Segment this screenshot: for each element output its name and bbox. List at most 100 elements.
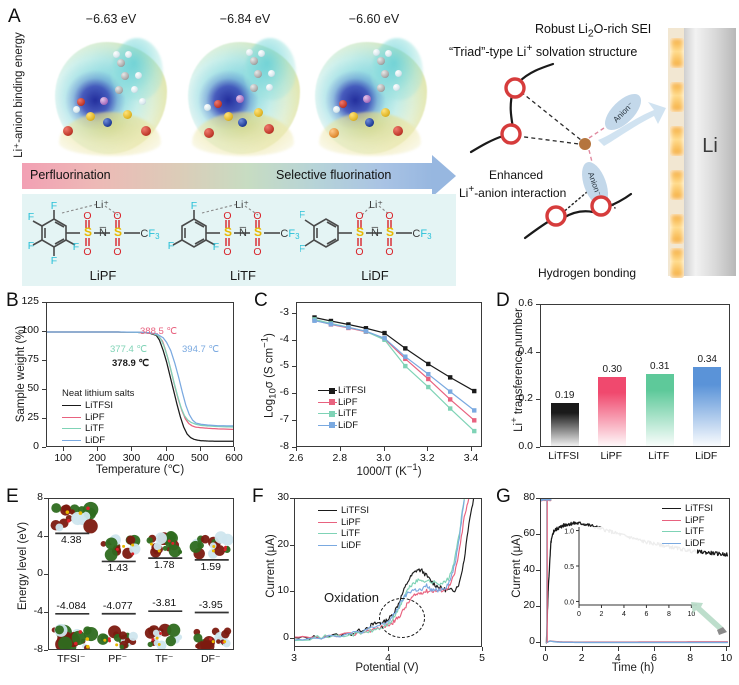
structure-litf: S S N̅ O O O O Li⁺ F F F CF3 — [168, 198, 318, 268]
axis-tick — [42, 360, 46, 361]
sei-block — [670, 126, 684, 156]
axis-tick — [42, 447, 46, 448]
structure-name-lidf: LiDF — [361, 268, 389, 283]
svg-text:2: 2 — [600, 611, 604, 618]
oxidation-circle — [379, 598, 425, 638]
axis-tick — [536, 569, 540, 571]
legend-label: LiTFSI — [85, 400, 113, 411]
panel-g: G Current (μA) Time (h) 0.0 0.5 1.0 0 2 4 6 8 10… — [492, 480, 739, 685]
legend-item: LiTFSI — [662, 504, 713, 514]
legend-label: LiPF — [341, 516, 361, 528]
bar — [693, 366, 722, 446]
axis-tick-label: 25 — [27, 411, 39, 423]
svg-text:F: F — [51, 255, 57, 267]
axis-tick — [296, 447, 297, 451]
legend-item: LiDF — [318, 420, 366, 431]
enhanced-label-line2: Li+-anion interaction — [459, 184, 567, 200]
axis-tick-label: 10 — [277, 584, 289, 597]
axis-tick — [383, 447, 385, 451]
axis-tick-label: 125 — [21, 295, 39, 307]
panel-g-plot: 0.0 0.5 1.0 0 2 4 6 8 10 — [540, 498, 730, 647]
svg-text:4: 4 — [622, 611, 626, 618]
triad-title: “Triad”-type Li+ solvation structure — [449, 43, 638, 60]
gradient-label-right: Selective fluorination — [276, 168, 392, 182]
axis-tick — [42, 302, 46, 303]
axis-tick — [292, 393, 296, 395]
axis-tick-label: -3.95 — [198, 598, 223, 611]
legend-item: LiDF — [662, 538, 713, 549]
legend-swatch — [318, 533, 337, 535]
axis-tick-label: 2.6 — [288, 452, 304, 464]
axis-tick — [471, 447, 473, 451]
axis-tick-label: -6 — [279, 386, 289, 399]
sei-block — [670, 82, 684, 112]
legend-item: LiDF — [62, 435, 134, 446]
axis-tick — [294, 647, 295, 651]
axis-tick-label: 8 — [687, 652, 694, 664]
legend-swatch — [62, 428, 81, 430]
legend-item: LiTFSI — [62, 401, 134, 411]
sei-title: Robust Li2O-rich SEI — [535, 22, 652, 40]
axis-tick-label: 1.78 — [154, 559, 175, 572]
svg-text:8: 8 — [667, 611, 671, 618]
axis-tick-label: 0 — [542, 652, 549, 664]
svg-text:O: O — [83, 246, 91, 258]
axis-tick — [617, 647, 619, 651]
bar-value-label: 0.31 — [650, 361, 670, 373]
panel-c-plot — [296, 302, 482, 447]
axis-tick-label: 400 — [156, 452, 175, 464]
svg-text:CF3: CF3 — [412, 228, 432, 241]
svg-text:Li⁺: Li⁺ — [95, 199, 109, 211]
svg-text:Li⁺: Li⁺ — [369, 199, 383, 211]
oxidation-label: Oxidation — [324, 590, 379, 605]
sei-block — [670, 170, 684, 200]
esp-map-lipf — [55, 38, 167, 156]
panel-b: B Sample weight (%) Temperature (℃) 100 2… — [0, 290, 246, 480]
axis-tick — [726, 647, 728, 651]
axis-tick — [536, 498, 540, 499]
bar — [598, 376, 627, 446]
axis-tick — [536, 605, 540, 607]
legend-label: LiTFSI — [685, 503, 713, 514]
axis-tick — [44, 612, 48, 613]
hbond-label: Hydrogen bonding — [538, 266, 637, 280]
axis-tick-label: 3.0 — [376, 452, 391, 464]
panel-b-xlabel: Temperature (℃) — [95, 464, 185, 476]
svg-text:N̅: N̅ — [239, 227, 247, 239]
axis-tick-label: 300 — [122, 452, 141, 464]
svg-text:0: 0 — [577, 611, 581, 618]
svg-text:F: F — [300, 243, 305, 255]
axis-tick-label: 6 — [651, 652, 657, 664]
axis-tick — [536, 351, 540, 353]
axis-tick-label: 5 — [479, 652, 485, 664]
legend-item: LiDF — [318, 540, 369, 551]
axis-tick — [290, 637, 294, 639]
legend-swatch — [318, 413, 337, 415]
axis-tick — [292, 420, 296, 422]
legend-item: LiTFSI — [318, 506, 369, 516]
anno-litfsi-temp: 378.9 ℃ — [112, 358, 150, 369]
panel-f: F Current (μA) Potential (V) 3 4 5 0 10 20 30 … — [246, 480, 492, 685]
panel-a-letter: A — [8, 6, 21, 27]
legend-label: LiPF — [338, 396, 358, 408]
axis-tick-label: 0 — [33, 440, 39, 452]
panel-a-ylabel: Li⁺-anion binding energy — [13, 32, 25, 158]
axis-tick-label: TF⁻ — [155, 653, 174, 665]
axis-tick-label: -8 — [279, 440, 289, 452]
legend-swatch — [662, 542, 681, 544]
axis-tick-label: -4 — [33, 605, 43, 617]
axis-tick-label: 1.59 — [200, 560, 221, 573]
panel-d-plot: 0.19 0.30 0.31 0.34 — [540, 304, 730, 447]
panel-c-xlabel: 1000/T (K−1) — [356, 462, 422, 478]
svg-text:S: S — [84, 225, 92, 239]
svg-text:O: O — [113, 210, 121, 222]
axis-tick-label: 4 — [37, 529, 43, 541]
axis-tick-label: 3.4 — [463, 452, 479, 464]
axis-tick — [545, 647, 547, 651]
svg-text:1.0: 1.0 — [564, 529, 574, 536]
panel-d-letter: D — [496, 290, 510, 311]
legend-swatch — [662, 531, 681, 533]
axis-tick-label: PF⁻ — [108, 653, 128, 665]
axis-tick — [42, 418, 46, 419]
